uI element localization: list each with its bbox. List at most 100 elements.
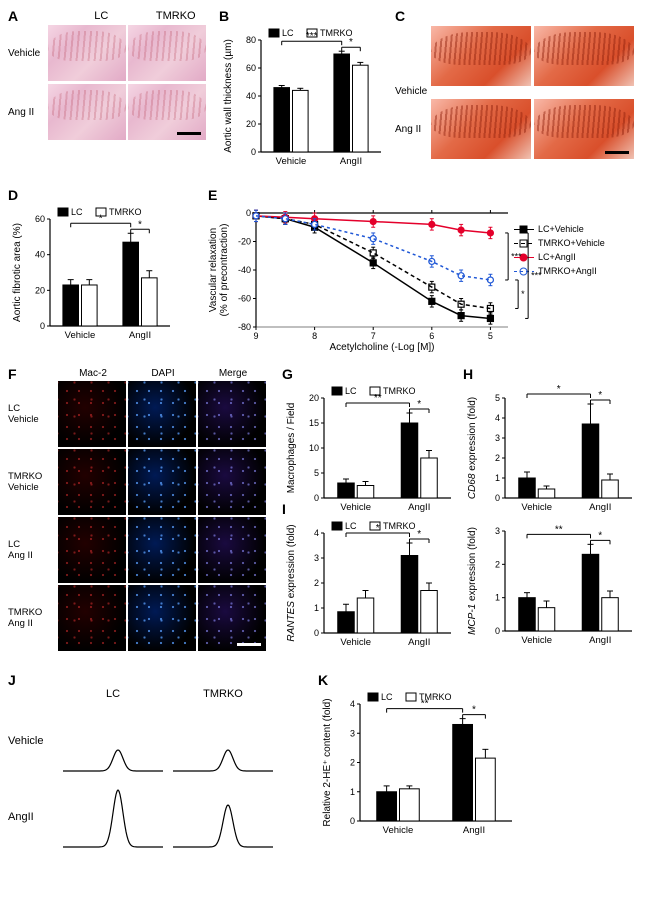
panel-E-chart: 0-20-40-60-8098765Acetylcholine (-Log [M… (208, 203, 628, 353)
panel-F-image (128, 585, 196, 651)
panel-J-peak (168, 782, 278, 852)
svg-text:Vehicle: Vehicle (65, 330, 96, 341)
panel-F-image (128, 517, 196, 583)
figure: A LC TMRKO Vehicle Ang II B 020406080Aor… (8, 8, 642, 852)
panel-J-label: J (8, 672, 16, 688)
svg-text:-60: -60 (238, 294, 251, 304)
svg-text:60: 60 (35, 214, 45, 224)
svg-text:5: 5 (314, 468, 319, 478)
svg-text:LC+AngII: LC+AngII (538, 252, 576, 262)
svg-text:Relative 2-HE⁺ content (fold): Relative 2-HE⁺ content (fold) (322, 698, 333, 826)
panel-A-label: A (8, 8, 18, 24)
svg-text:TMRKO: TMRKO (109, 207, 142, 217)
panel-A-img-lc-vehicle (48, 25, 126, 81)
panel-F-image (128, 449, 196, 515)
svg-text:*: * (349, 37, 353, 48)
svg-text:Vehicle: Vehicle (521, 502, 552, 513)
panel-F-image (198, 585, 266, 651)
svg-text:1: 1 (495, 593, 500, 603)
svg-text:4: 4 (495, 413, 500, 423)
panel-C-label: C (395, 8, 405, 24)
panel-F-image (198, 517, 266, 583)
panel-K-chart: 01234Relative 2-HE⁺ content (fold)Vehicl… (318, 688, 518, 843)
svg-text:*: * (417, 399, 421, 410)
svg-text:TMRKO+Vehicle: TMRKO+Vehicle (538, 238, 605, 248)
panel-K-label: K (318, 672, 328, 688)
svg-text:1: 1 (495, 473, 500, 483)
svg-text:0: 0 (495, 626, 500, 636)
panel-J-peak (58, 706, 168, 776)
panel-C: C Vehicle Ang II (395, 8, 640, 159)
svg-text:LC: LC (381, 692, 393, 702)
svg-text:40: 40 (246, 91, 256, 101)
panel-F-image (58, 381, 126, 447)
svg-text:TMRKO: TMRKO (383, 386, 416, 396)
svg-text:3: 3 (495, 433, 500, 443)
svg-text:**: ** (374, 393, 382, 404)
svg-text:0: 0 (314, 628, 319, 638)
panel-C-row1: Vehicle (395, 86, 431, 97)
svg-text:20: 20 (309, 393, 319, 403)
panel-J-rowlabel: AngII (8, 811, 58, 823)
svg-text:LC: LC (345, 386, 357, 396)
panel-B-label: B (219, 8, 229, 24)
panel-J-peak (58, 782, 168, 852)
svg-text:20: 20 (35, 285, 45, 295)
panel-I-left-chart: 01234RANTES expression (fold)VehicleAngI… (282, 517, 457, 655)
panel-H-chart: 012345CD68 expression (fold)VehicleAngII… (463, 382, 638, 520)
svg-text:*: * (417, 529, 421, 540)
panel-E-label: E (208, 187, 217, 203)
svg-text:0: 0 (350, 816, 355, 826)
svg-text:-40: -40 (238, 265, 251, 275)
panel-F-image (198, 381, 266, 447)
svg-text:8: 8 (312, 331, 317, 341)
svg-text:AngII: AngII (463, 825, 485, 836)
svg-text:80: 80 (246, 35, 256, 45)
panel-D-label: D (8, 187, 18, 203)
svg-text:2: 2 (314, 578, 319, 588)
svg-text:MCP-1 expression (fold): MCP-1 expression (fold) (467, 527, 478, 635)
svg-text:**: ** (555, 524, 563, 535)
svg-text:1: 1 (350, 787, 355, 797)
svg-text:20: 20 (246, 119, 256, 129)
svg-text:LC: LC (282, 28, 294, 38)
svg-text:RANTES expression (fold): RANTES expression (fold) (286, 524, 297, 641)
panel-G-label: G (282, 366, 293, 382)
svg-text:5: 5 (488, 331, 493, 341)
panel-E: E 0-20-40-60-8098765Acetylcholine (-Log … (208, 187, 628, 356)
panel-I-right: 0123MCP-1 expression (fold)VehicleAngII*… (463, 515, 638, 656)
svg-text:9: 9 (253, 331, 258, 341)
svg-text:Vehicle: Vehicle (276, 156, 307, 167)
svg-text:Macrophages / Field: Macrophages / Field (286, 403, 297, 494)
svg-text:0: 0 (251, 147, 256, 157)
svg-text:***: *** (531, 271, 542, 281)
svg-text:4: 4 (350, 699, 355, 709)
panel-F-image (58, 585, 126, 651)
panel-I-right-chart: 0123MCP-1 expression (fold)VehicleAngII*… (463, 515, 638, 653)
svg-text:6: 6 (429, 331, 434, 341)
svg-text:*: * (138, 219, 142, 230)
svg-text:-20: -20 (238, 237, 251, 247)
svg-text:AngII: AngII (589, 635, 611, 646)
svg-text:3: 3 (314, 553, 319, 563)
svg-text:**: ** (421, 699, 429, 710)
svg-text:3: 3 (495, 526, 500, 536)
svg-text:40: 40 (35, 250, 45, 260)
panel-I-left: I 01234RANTES expression (fold)VehicleAn… (282, 501, 457, 658)
svg-text:Aortic fibrotic area (%): Aortic fibrotic area (%) (12, 223, 23, 322)
panel-H: H 012345CD68 expression (fold)VehicleAng… (463, 366, 638, 523)
svg-text:LC: LC (71, 207, 83, 217)
svg-text:10: 10 (309, 443, 319, 453)
svg-text:***: *** (511, 251, 522, 261)
panel-J-rowlabel: Vehicle (8, 735, 58, 747)
panel-K: K 01234Relative 2-HE⁺ content (fold)Vehi… (318, 672, 518, 846)
svg-text:*: * (598, 390, 602, 401)
panel-G-chart: 05101520Macrophages / FieldVehicleAngIIL… (282, 382, 457, 520)
panel-F-col2: DAPI (128, 368, 198, 379)
panel-J-peak (168, 706, 278, 776)
svg-text:AngII: AngII (340, 156, 362, 167)
svg-text:TMRKO: TMRKO (383, 521, 416, 531)
svg-text:0: 0 (246, 208, 251, 218)
svg-text:2: 2 (495, 559, 500, 569)
svg-text:3: 3 (350, 728, 355, 738)
